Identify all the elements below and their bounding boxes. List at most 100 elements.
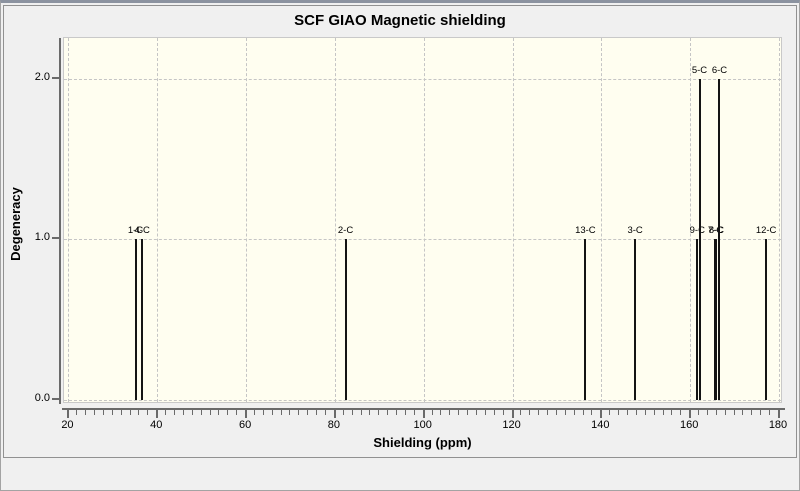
- chart-title: SCF GIAO Magnetic shielding: [294, 12, 506, 29]
- x-tick-label: 160: [679, 419, 699, 431]
- peak-4-C[interactable]: [141, 239, 144, 400]
- x-tick-minor: [369, 410, 371, 415]
- x-tick-minor: [724, 410, 726, 415]
- plot-canvas[interactable]: 1-C 4-C 2-C 13-C 3-C 9-C 5-C 7-C 8-C 6-C 12-C: [63, 37, 782, 403]
- peak-2-C[interactable]: [344, 239, 347, 400]
- x-tick-minor: [449, 410, 451, 415]
- x-tick-minor: [351, 410, 353, 415]
- x-tick-major: [67, 410, 70, 418]
- x-tick-label: 80: [327, 419, 341, 431]
- x-tick-minor: [627, 410, 628, 415]
- x-tick-minor: [644, 410, 646, 415]
- x-tick-minor: [200, 410, 202, 415]
- x-tick-minor: [307, 410, 309, 415]
- peak-label-12-C: 12-C: [755, 225, 777, 237]
- x-tick-minor: [129, 410, 131, 415]
- x-tick-minor: [555, 410, 557, 415]
- y-axis-label: Degeneracy: [8, 187, 23, 261]
- x-tick-minor: [502, 410, 504, 415]
- x-tick-minor: [582, 410, 584, 415]
- y-tick-label: 0.0: [34, 391, 50, 404]
- peak-label-4-C: 4-C: [134, 225, 150, 237]
- peak-8-C[interactable]: [715, 239, 718, 400]
- x-tick-minor: [227, 410, 229, 415]
- x-tick-minor: [706, 410, 708, 415]
- y-tick-label: 2.0: [34, 70, 50, 83]
- y-tick: [52, 397, 60, 400]
- x-tick-minor: [111, 410, 113, 415]
- y-tick-label: 1.0: [34, 231, 50, 244]
- gridline-vertical: [246, 38, 248, 402]
- x-tick-minor: [191, 410, 193, 415]
- y-axis-spine: [59, 38, 61, 404]
- x-tick-minor: [440, 410, 442, 415]
- x-tick-minor: [760, 410, 762, 415]
- x-tick-minor: [209, 410, 211, 415]
- x-tick-minor: [94, 410, 96, 415]
- x-tick-minor: [769, 410, 771, 415]
- x-tick-minor: [547, 410, 549, 415]
- peak-label-8-C: 8-C: [708, 225, 725, 237]
- x-tick-minor: [378, 410, 380, 415]
- x-tick-minor: [253, 410, 255, 415]
- x-tick-minor: [458, 410, 460, 415]
- peak-9-C[interactable]: [696, 239, 699, 400]
- x-tick-label: 180: [768, 419, 788, 431]
- x-tick-minor: [404, 410, 406, 415]
- x-tick-minor: [280, 410, 282, 415]
- x-tick-minor: [76, 410, 78, 415]
- x-tick-minor: [493, 410, 495, 415]
- gridline-vertical: [68, 38, 70, 402]
- x-tick-major: [511, 410, 514, 418]
- peak-12-C[interactable]: [765, 239, 768, 400]
- x-tick-major: [422, 410, 425, 418]
- gridline-vertical: [601, 38, 603, 402]
- x-tick-minor: [218, 410, 220, 415]
- x-tick-minor: [591, 410, 593, 415]
- peak-13-C[interactable]: [584, 239, 587, 400]
- x-tick-major: [600, 410, 603, 418]
- x-tick-minor: [342, 410, 344, 415]
- x-tick-minor: [289, 410, 291, 415]
- peak-1-C[interactable]: [134, 239, 137, 400]
- x-tick-label: 40: [150, 419, 163, 431]
- x-tick-minor: [325, 410, 327, 415]
- gridline-vertical: [334, 38, 336, 402]
- bottom-toolbar: Element: C ▼ Reference: None ▼ Shielding…: [1, 461, 799, 490]
- peak-3-C[interactable]: [634, 239, 637, 400]
- peak-label-1-C: 1-C: [127, 225, 144, 237]
- x-tick-minor: [635, 410, 637, 415]
- x-tick-minor: [653, 410, 655, 415]
- x-tick-minor: [671, 410, 673, 415]
- x-tick-minor: [538, 410, 540, 415]
- x-tick-minor: [698, 410, 700, 415]
- x-tick-minor: [298, 410, 300, 415]
- gridline-vertical: [690, 38, 692, 402]
- x-tick-minor: [564, 410, 566, 415]
- x-tick-label: 120: [502, 419, 521, 431]
- x-tick-minor: [165, 410, 167, 415]
- x-tick-minor: [413, 410, 415, 415]
- x-tick-minor: [120, 410, 122, 415]
- peak-5-C[interactable]: [698, 78, 701, 400]
- x-tick-label: 100: [413, 419, 432, 431]
- x-tick-minor: [742, 410, 744, 415]
- x-tick-minor: [680, 410, 682, 415]
- gridline-vertical: [423, 38, 425, 402]
- x-tick-minor: [520, 410, 522, 415]
- x-axis-label: Shielding (ppm): [373, 435, 472, 450]
- x-tick-minor: [138, 410, 140, 415]
- x-tick-minor: [573, 410, 575, 415]
- x-tick-label: 60: [238, 419, 252, 431]
- y-tick: [52, 237, 60, 240]
- x-tick-minor: [618, 410, 620, 415]
- peak-label-6-C: 6-C: [711, 64, 728, 76]
- peak-6-C[interactable]: [718, 78, 721, 400]
- x-tick-minor: [262, 410, 264, 415]
- x-tick-minor: [715, 410, 717, 415]
- x-tick-minor: [102, 410, 104, 415]
- x-tick-minor: [360, 410, 362, 415]
- x-tick-minor: [484, 410, 486, 415]
- x-tick-minor: [476, 410, 477, 415]
